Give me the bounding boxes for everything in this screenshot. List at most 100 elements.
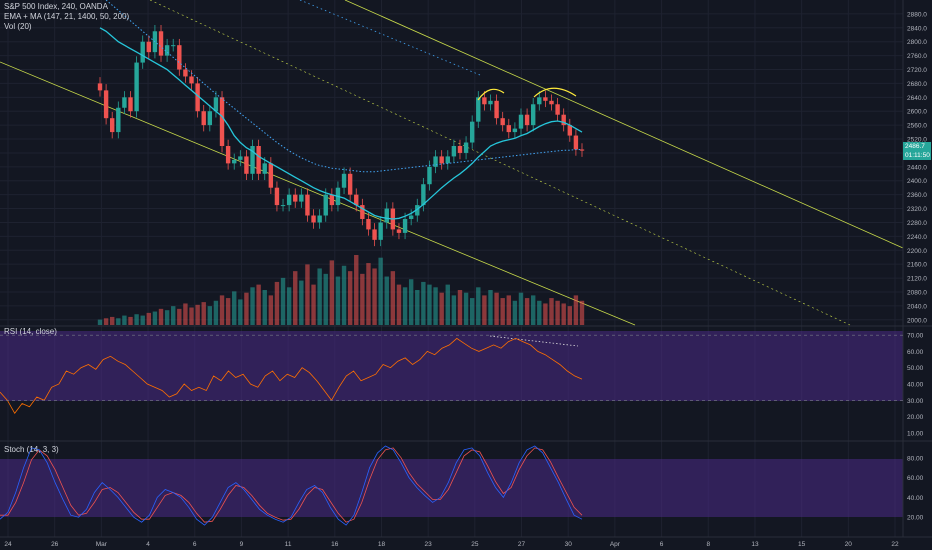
rsi-tick-label: 20.00 — [907, 414, 924, 421]
candle-body — [408, 215, 414, 219]
price-tick-label: 2560.0 — [907, 123, 927, 130]
right-head-arc — [533, 87, 577, 98]
volume-bar — [177, 308, 182, 325]
candle-body — [372, 229, 377, 240]
candle-body — [103, 90, 109, 119]
candle-body — [402, 218, 408, 233]
legend-vol[interactable]: Vol (20) — [4, 22, 32, 31]
candle-body — [97, 83, 103, 91]
price-tick-label: 2680.0 — [907, 81, 927, 88]
volume-bar — [506, 295, 511, 325]
candle-body — [506, 125, 511, 133]
volume-bar — [280, 277, 286, 325]
volume-bar — [543, 303, 548, 325]
rsi-tick-label: 60.00 — [907, 349, 924, 356]
candle-body — [238, 156, 243, 160]
volume-bar — [354, 255, 359, 325]
volume-bar — [518, 292, 524, 325]
volume-bar — [317, 268, 322, 325]
volume-bar — [97, 319, 103, 325]
stoch-legend[interactable]: Stoch (14, 3, 3) — [4, 445, 59, 454]
volume-bar — [152, 311, 158, 325]
candle-body — [122, 97, 127, 108]
volume-bar — [116, 318, 121, 325]
volume-bar — [457, 290, 463, 325]
volume-bar — [482, 295, 487, 325]
candle-body — [463, 142, 469, 153]
time-tick-label: 18 — [378, 541, 386, 548]
volume-bar — [110, 316, 115, 325]
volume-bar — [207, 306, 213, 325]
volume-bar — [372, 268, 377, 325]
candle-body — [134, 62, 139, 112]
time-tick-label: 8 — [706, 541, 710, 548]
volume-bar — [347, 271, 353, 325]
volume-bar — [213, 300, 219, 325]
head-annotations — [477, 87, 579, 347]
stoch-tick-label: 80.00 — [907, 455, 924, 462]
volume-bar — [293, 271, 298, 325]
price-tick-label: 2640.0 — [907, 95, 927, 102]
volume-bar — [579, 300, 585, 325]
candle-body — [518, 114, 524, 129]
volume-bar — [183, 303, 188, 325]
candle-body — [476, 97, 481, 122]
rsi-legend[interactable]: RSI (14, close) — [4, 327, 57, 336]
trend-channels — [0, 0, 904, 326]
candle-body — [567, 125, 572, 136]
rsi-divergence-line — [489, 335, 579, 347]
volume-bar — [299, 280, 304, 325]
volume-bar — [140, 315, 145, 325]
candle-body — [213, 97, 219, 112]
candle-body — [311, 215, 316, 223]
volume-bar — [524, 298, 530, 325]
volume-bar — [415, 290, 420, 325]
price-tick-label: 2280.0 — [907, 220, 927, 227]
time-tick-label: Apr — [610, 541, 621, 548]
time-tick-label: 30 — [565, 541, 573, 548]
mid-channel-line — [149, 0, 851, 326]
time-tick-label: 26 — [51, 541, 59, 548]
volume-bar — [445, 284, 450, 325]
candle-body — [549, 100, 554, 105]
candle-body — [573, 135, 579, 150]
time-tick-label: 24 — [4, 541, 12, 548]
candle-body — [421, 184, 426, 206]
rsi-overbought-band — [0, 331, 903, 401]
volume-bar — [439, 292, 444, 325]
stoch-tick-label: 20.00 — [907, 515, 924, 522]
price-tick-label: 2000.0 — [907, 317, 927, 324]
candle-body — [366, 218, 371, 230]
stoch-k-line — [0, 445, 583, 526]
stoch-d-line — [0, 447, 583, 523]
candle-body — [280, 205, 286, 207]
legend-symbol[interactable]: S&P 500 Index, 240, OANDA — [4, 2, 108, 11]
volume-bar — [494, 292, 499, 325]
candle-body — [201, 111, 206, 126]
candle-body — [457, 145, 463, 153]
candle-body — [488, 100, 493, 105]
candle-body — [537, 97, 542, 105]
volume-bar — [378, 257, 383, 325]
volume-bar — [549, 298, 554, 325]
candle-body — [360, 205, 365, 219]
price-tick-label: 2200.0 — [907, 248, 927, 255]
candle-body — [439, 156, 444, 164]
time-tick-label: 15 — [798, 541, 806, 548]
time-tick-label: 11 — [285, 541, 292, 548]
rsi-tick-label: 10.00 — [907, 430, 924, 437]
volume-bar — [238, 299, 243, 325]
time-tick-label: 27 — [518, 541, 526, 548]
candle-body — [445, 156, 450, 164]
candle-body — [286, 194, 292, 206]
legend-ma[interactable]: EMA + MA (147, 21, 1400, 50, 200) — [4, 12, 130, 21]
price-tick-label: 2040.0 — [907, 303, 927, 310]
volume-bar — [250, 287, 255, 325]
volume-bar — [360, 273, 365, 325]
candle-body — [561, 114, 566, 126]
candles — [97, 25, 585, 247]
candle-body — [378, 222, 383, 240]
legend: S&P 500 Index, 240, OANDA EMA + MA (147,… — [4, 2, 129, 32]
